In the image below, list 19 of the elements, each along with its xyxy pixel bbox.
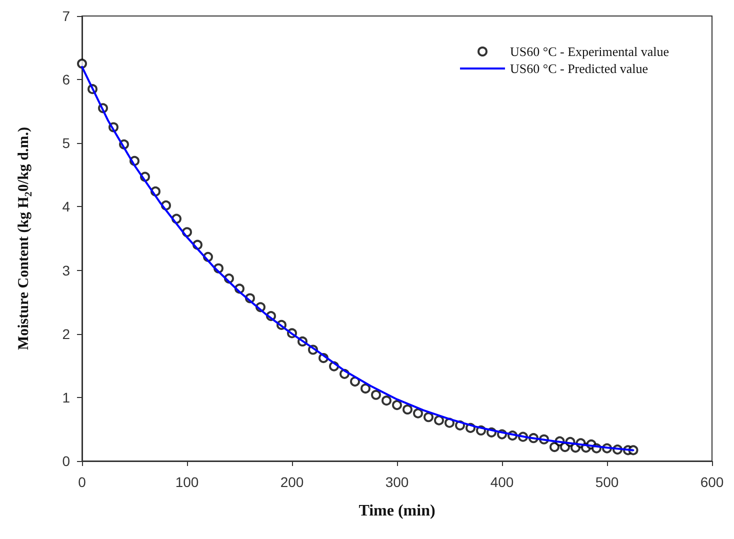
y-tick-label: 4 (62, 198, 70, 215)
y-tick-label: 7 (62, 8, 70, 24)
y-tick-label: 1 (62, 389, 70, 406)
x-tick-label: 300 (385, 474, 409, 490)
legend-label: US60 °C - Predicted value (510, 61, 648, 76)
y-tick-label: 0 (62, 453, 70, 469)
x-tick-label: 0 (78, 474, 86, 490)
y-axis-title: Moisture Content (kg H20/kg d.m.) (16, 126, 34, 350)
x-tick-label: 100 (175, 474, 199, 490)
y-tick-label: 6 (62, 72, 70, 88)
x-tick-label: 400 (490, 474, 514, 490)
x-tick-label: 200 (280, 474, 304, 490)
x-tick-label: 600 (700, 474, 724, 490)
y-tick-label: 5 (62, 135, 70, 152)
x-axis-title: Time (min) (358, 502, 436, 520)
y-tick-label: 3 (62, 262, 70, 278)
legend-label: US60 °C - Experimental value (510, 44, 670, 59)
x-tick-label: 500 (595, 474, 619, 490)
y-tick-label: 2 (62, 326, 70, 342)
